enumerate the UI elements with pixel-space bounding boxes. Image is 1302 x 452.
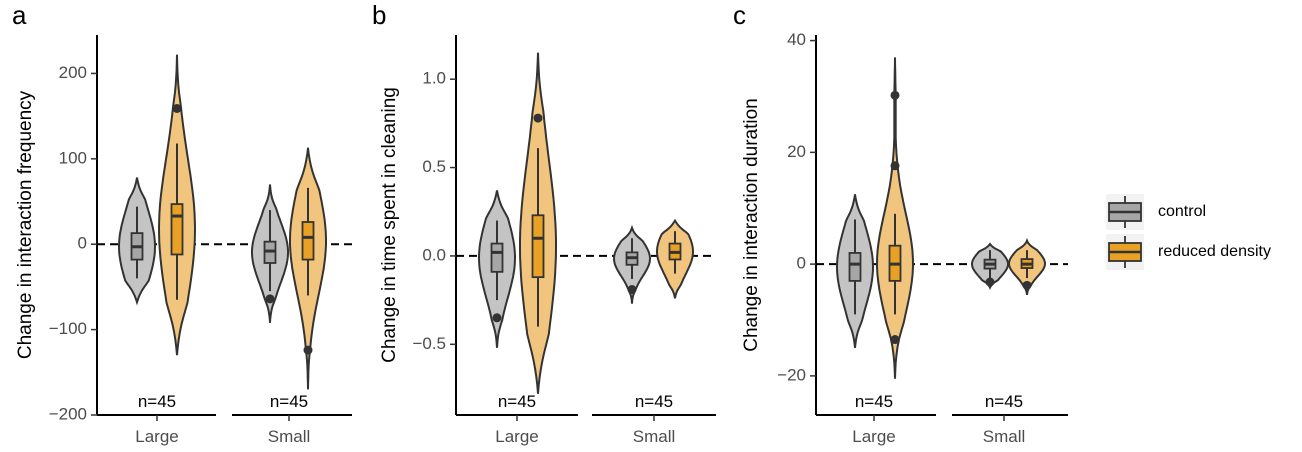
y-tick-label: 100 xyxy=(59,148,87,167)
sample-size-label: n=45 xyxy=(855,392,893,411)
legend-label: reduced density xyxy=(1158,243,1271,260)
violin-group-control xyxy=(971,242,1009,291)
violin-group-control xyxy=(835,194,875,349)
panel-a: a Change in interaction frequency −200 −100… xyxy=(12,0,352,446)
y-tick-label: 0.0 xyxy=(422,245,446,264)
y-tick-label: 0.5 xyxy=(422,157,446,176)
box-body xyxy=(301,221,315,261)
outlier-point xyxy=(265,294,275,304)
y-axis-label: Change in interaction frequency xyxy=(15,90,36,359)
sample-size-label: n=45 xyxy=(985,392,1023,411)
violin-group-control xyxy=(117,177,157,306)
x-tick-label: Large xyxy=(852,427,895,446)
box-body xyxy=(170,203,184,256)
outlier-point xyxy=(303,345,313,355)
outlier-point xyxy=(890,161,900,171)
sample-size-label: n=45 xyxy=(635,392,673,411)
y-tick-label: 200 xyxy=(59,63,87,82)
panel-letter: b xyxy=(372,0,386,30)
violin-group-reduced-density xyxy=(875,57,915,379)
y-tick-label: 20 xyxy=(787,142,806,161)
box-body xyxy=(490,242,504,273)
outlier-point xyxy=(627,285,637,295)
y-tick-label: −20 xyxy=(777,365,806,384)
y-tick-label: 0 xyxy=(797,254,806,273)
box-body xyxy=(531,214,545,279)
outlier-point xyxy=(890,90,900,100)
violin-group-control xyxy=(251,184,289,323)
y-axis-label: Change in time spent in cleaning xyxy=(379,87,400,363)
outlier-point xyxy=(1022,280,1032,290)
outlier-point xyxy=(492,313,502,323)
y-tick-label: −100 xyxy=(49,319,87,338)
violin-group-reduced-density xyxy=(1007,238,1047,296)
sample-size-label: n=45 xyxy=(498,392,536,411)
box-body xyxy=(848,252,862,282)
x-tick-label: Large xyxy=(495,427,538,446)
y-axis-label: Change in interaction duration xyxy=(741,98,762,352)
sample-size-label: n=45 xyxy=(270,392,308,411)
panel-b: b Change in time spent in cleaning −0.5 0.0… xyxy=(372,0,716,446)
y-tick-label: 40 xyxy=(787,30,806,49)
panel-letter: a xyxy=(12,0,27,30)
y-tick-label: −0.5 xyxy=(412,334,446,353)
violin-group-reduced-density xyxy=(519,52,557,394)
violin-group-reduced-density xyxy=(655,218,695,299)
violin-group-control xyxy=(612,224,652,304)
panel-c: c Change in interaction duration −20 0 20 40 L… xyxy=(733,0,1068,446)
outlier-point xyxy=(890,335,900,345)
violin-group-control xyxy=(477,190,517,348)
outlier-point xyxy=(533,113,543,123)
x-tick-label: Small xyxy=(268,427,311,446)
x-tick-label: Small xyxy=(983,427,1026,446)
violin-group-reduced-density xyxy=(157,54,197,356)
y-tick-label: 1.0 xyxy=(422,69,446,88)
sample-size-label: n=45 xyxy=(138,392,176,411)
violin-group-reduced-density xyxy=(289,147,327,390)
panel-letter: c xyxy=(733,0,746,30)
legend-label: control xyxy=(1158,203,1206,220)
x-tick-label: Large xyxy=(135,427,178,446)
legend: control reduced density xyxy=(1106,194,1271,270)
y-tick-label: 0 xyxy=(78,234,87,253)
outlier-point xyxy=(985,277,995,287)
x-tick-label: Small xyxy=(633,427,676,446)
y-tick-label: −200 xyxy=(49,404,87,423)
outlier-point xyxy=(172,103,182,113)
